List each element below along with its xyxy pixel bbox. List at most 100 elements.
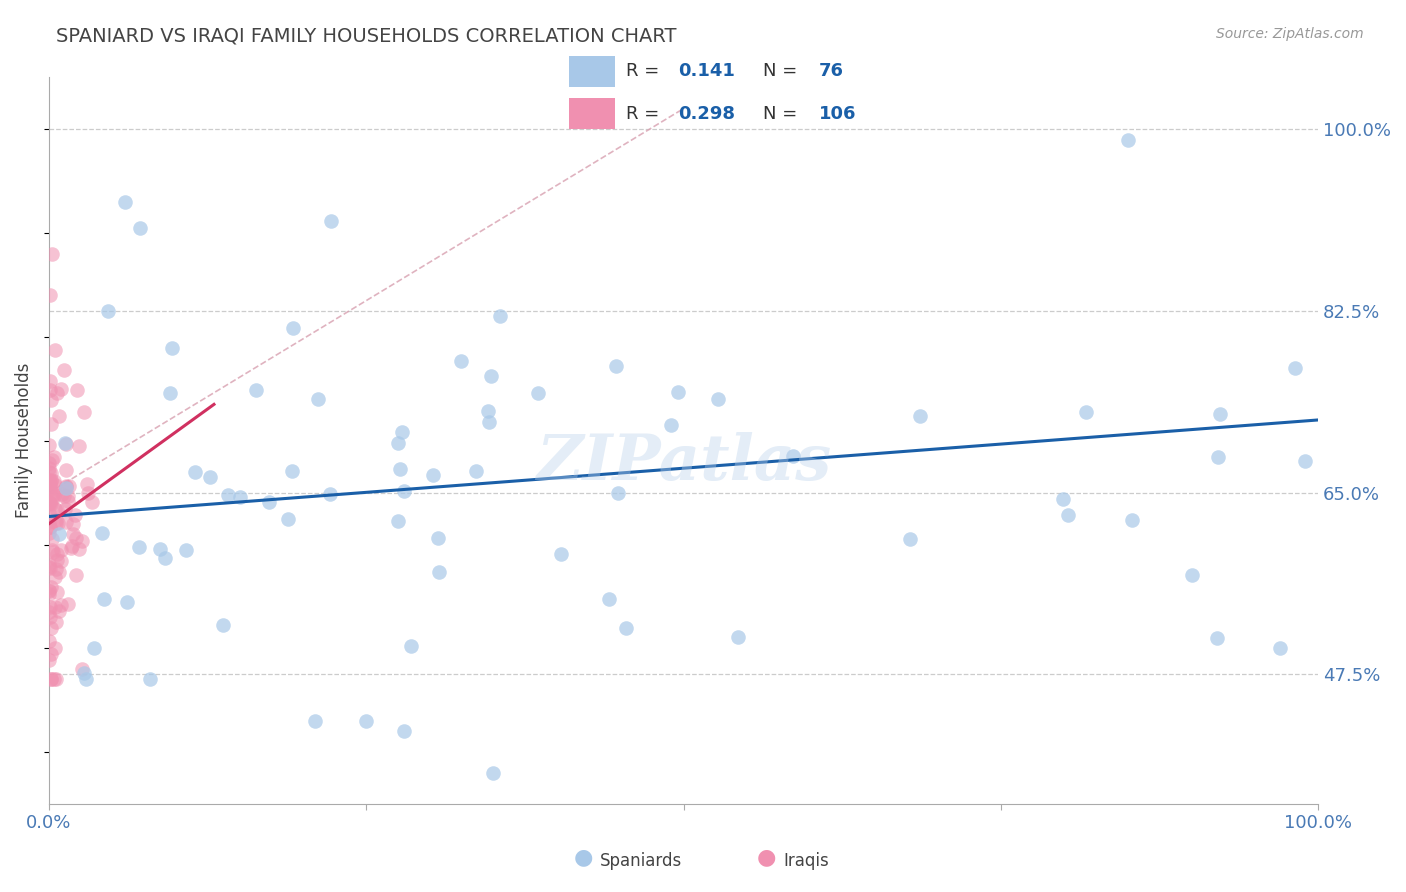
Point — [307, 392, 329, 406]
Point — [908, 409, 931, 424]
Point — [48, 516, 70, 530]
Point — [782, 449, 804, 463]
Point — [39, 673, 62, 687]
Point — [44, 570, 66, 584]
Point — [38, 584, 60, 599]
Text: SPANIARD VS IRAQI FAMILY HOUSEHOLDS CORRELATION CHART: SPANIARD VS IRAQI FAMILY HOUSEHOLDS CORR… — [56, 27, 676, 45]
Point — [49, 543, 72, 558]
Point — [39, 417, 62, 431]
Point — [39, 393, 62, 408]
Point — [707, 392, 730, 407]
Point — [67, 439, 90, 453]
Point — [45, 513, 67, 527]
Text: Spaniards: Spaniards — [600, 852, 682, 870]
Point — [38, 383, 60, 397]
Point — [1209, 407, 1232, 421]
Point — [55, 437, 77, 451]
Point — [38, 456, 60, 470]
Point — [52, 363, 75, 377]
Text: ●: ● — [756, 847, 776, 867]
Point — [391, 425, 413, 439]
Point — [76, 486, 98, 500]
Point — [283, 321, 305, 335]
Point — [49, 554, 72, 568]
Text: N =: N = — [762, 105, 803, 123]
Point — [91, 526, 114, 541]
Point — [59, 541, 82, 555]
Point — [56, 489, 79, 503]
Point — [39, 474, 62, 488]
Point — [39, 497, 62, 511]
Point — [49, 382, 72, 396]
Point — [38, 634, 60, 648]
Point — [1284, 360, 1306, 375]
Point — [1294, 454, 1316, 468]
Point — [1180, 567, 1202, 582]
Point — [65, 567, 87, 582]
Point — [38, 560, 60, 574]
Text: ZIPatlas: ZIPatlas — [536, 432, 831, 493]
Point — [38, 438, 60, 452]
Point — [53, 436, 76, 450]
Point — [159, 385, 181, 400]
Point — [42, 474, 65, 488]
Point — [46, 547, 69, 561]
Point — [280, 464, 302, 478]
Point — [160, 341, 183, 355]
Point — [666, 384, 689, 399]
Text: 76: 76 — [818, 62, 844, 80]
Point — [39, 561, 62, 575]
Point — [55, 480, 77, 494]
FancyBboxPatch shape — [569, 98, 616, 129]
Text: 106: 106 — [818, 105, 856, 123]
Point — [44, 487, 66, 501]
Point — [55, 515, 77, 529]
Point — [38, 583, 60, 598]
Point — [277, 512, 299, 526]
Point — [41, 491, 63, 506]
FancyBboxPatch shape — [569, 56, 616, 87]
Point — [41, 247, 63, 261]
Point — [48, 526, 70, 541]
Point — [73, 665, 96, 680]
Text: R =: R = — [626, 105, 665, 123]
Point — [128, 221, 150, 235]
Text: ●: ● — [574, 847, 593, 867]
Point — [38, 587, 60, 601]
Point — [482, 765, 505, 780]
Point — [38, 483, 60, 497]
Point — [1205, 631, 1227, 645]
Point — [319, 486, 342, 500]
Point — [217, 488, 239, 502]
Point — [606, 485, 628, 500]
Point — [38, 558, 60, 572]
Point — [55, 481, 77, 495]
Point — [198, 470, 221, 484]
Point — [55, 463, 77, 477]
Point — [73, 404, 96, 418]
Point — [44, 641, 66, 656]
Point — [49, 598, 72, 612]
Point — [41, 532, 63, 546]
Text: N =: N = — [762, 62, 803, 80]
Point — [149, 542, 172, 557]
Point — [97, 303, 120, 318]
Point — [450, 354, 472, 368]
Point — [38, 515, 60, 529]
Point — [44, 491, 66, 505]
Point — [39, 647, 62, 661]
Point — [45, 562, 67, 576]
Point — [477, 404, 499, 418]
Point — [45, 516, 67, 530]
Point — [527, 385, 550, 400]
Point — [128, 541, 150, 555]
Point — [75, 673, 97, 687]
Point — [727, 631, 749, 645]
Point — [174, 543, 197, 558]
Point — [62, 516, 84, 531]
Point — [257, 495, 280, 509]
Point — [38, 374, 60, 388]
Point — [41, 487, 63, 501]
Point — [80, 495, 103, 509]
Point — [39, 673, 62, 687]
